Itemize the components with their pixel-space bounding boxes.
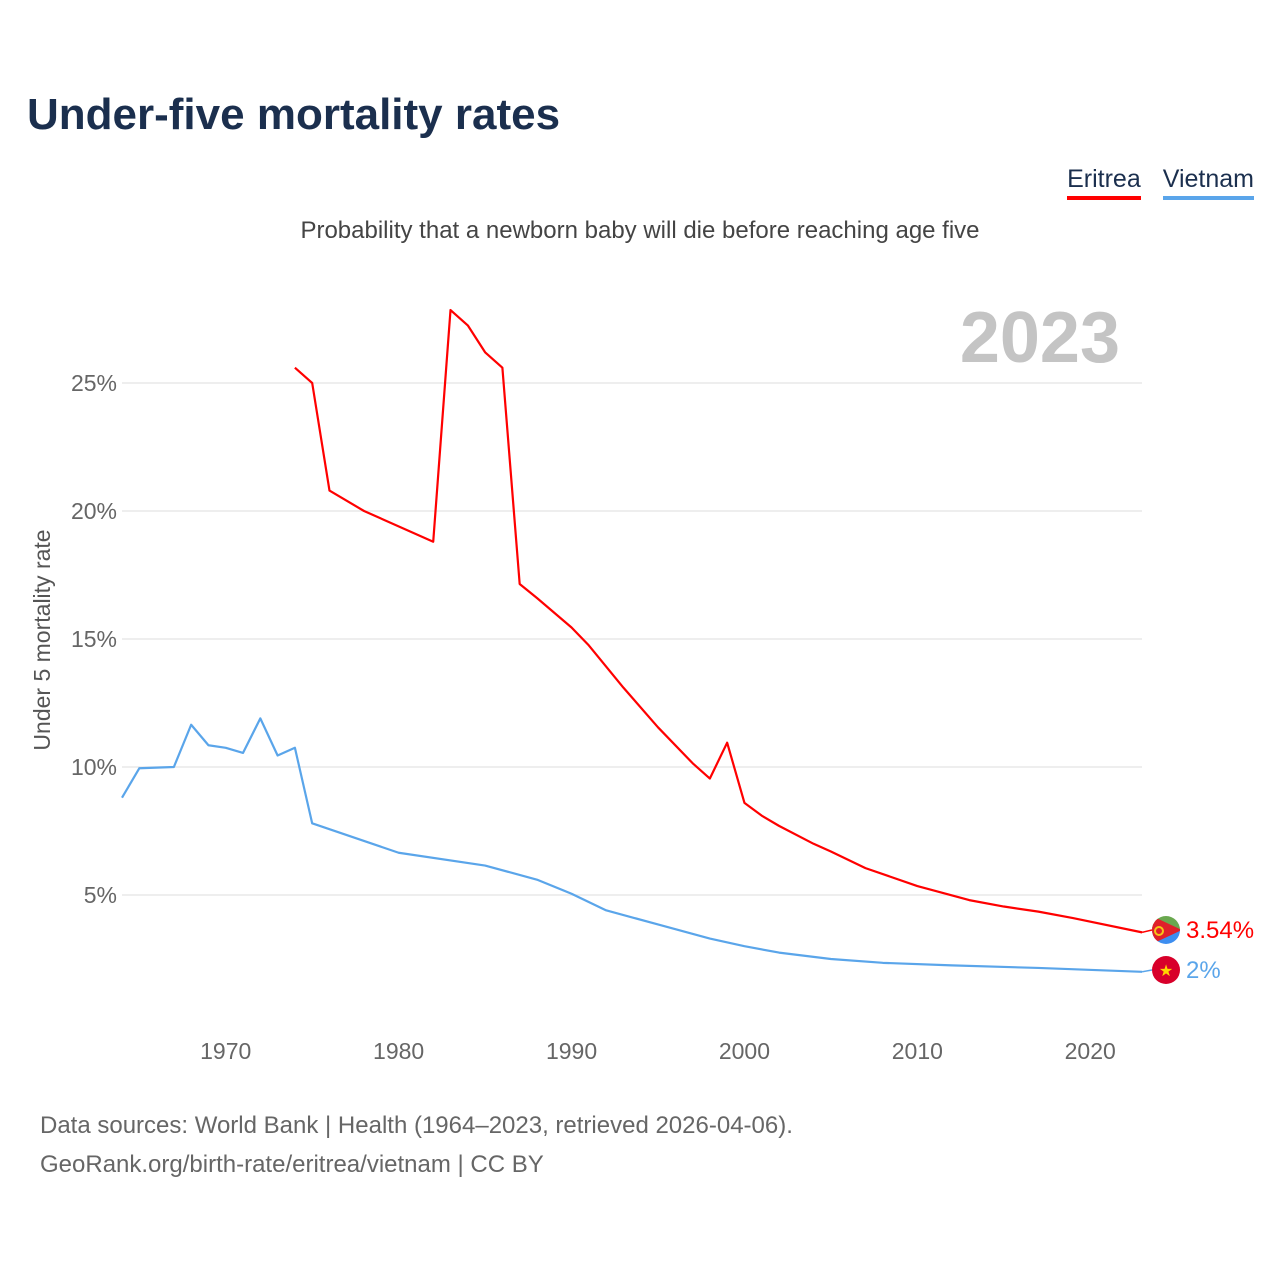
legend-item-eritrea[interactable]: Eritrea [1067, 165, 1141, 200]
x-tick-label: 2000 [719, 1038, 770, 1064]
x-tick-label: 1980 [373, 1038, 424, 1064]
x-tick-label: 1970 [200, 1038, 251, 1064]
flag-red [1152, 916, 1180, 944]
end-connector [1141, 929, 1153, 934]
x-tick-label: 2020 [1065, 1038, 1116, 1064]
series-line-vietnam [121, 717, 1143, 973]
flag-emblem [1154, 926, 1164, 936]
y-tick-label: 10% [71, 754, 117, 780]
x-tick-label: 1990 [546, 1038, 597, 1064]
source-line-2[interactable]: GeoRank.org/birth-rate/eritrea/vietnam |… [40, 1151, 544, 1178]
year-label: 2023 [960, 298, 1120, 378]
end-value-label: 2% [1186, 957, 1221, 984]
end-connector [1141, 969, 1153, 973]
source-note: Data sources: World Bank | Health (1964–… [40, 1106, 793, 1184]
y-tick-label: 5% [84, 882, 117, 908]
chart-title: Under-five mortality rates [27, 90, 561, 139]
flag-red [1152, 956, 1180, 984]
vietnam-flag-icon: ★ [1152, 956, 1180, 984]
end-value-label: 3.54% [1186, 917, 1254, 944]
flag [1152, 916, 1180, 944]
source-line-1: Data sources: World Bank | Health (1964–… [40, 1112, 793, 1139]
chart-subtitle: Probability that a newborn baby will die… [300, 217, 980, 244]
y-axis-label: Under 5 mortality rate [29, 529, 55, 750]
legend-item-vietnam[interactable]: Vietnam [1162, 165, 1254, 200]
flag-star: ★ [1159, 963, 1173, 980]
series-line-eritrea [294, 308, 1143, 934]
y-tick-label: 20% [71, 498, 117, 524]
x-tick-label: 2010 [892, 1038, 943, 1064]
legend: Eritrea Vietnam [1067, 165, 1254, 200]
eritrea-flag-icon [1152, 916, 1180, 944]
y-tick-label: 15% [71, 626, 117, 652]
y-tick-label: 25% [71, 370, 117, 396]
